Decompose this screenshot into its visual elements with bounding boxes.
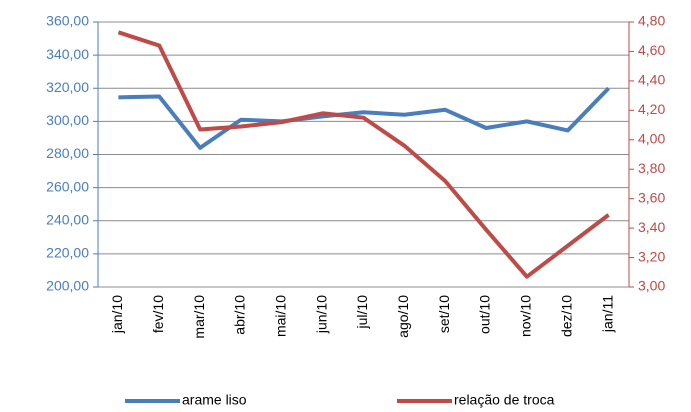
y-tick-label: 300,00 [46,112,89,128]
y2-tick-label: 3,80 [638,160,665,176]
y2-tick-label: 4,40 [638,72,665,88]
y2-tick-label: 4,60 [638,42,665,58]
y-tick-label: 260,00 [46,178,89,194]
x-tick-label: set/10 [436,295,452,333]
x-tick-label: jan/11 [599,295,615,333]
y2-tick-label: 4,20 [638,101,665,117]
x-tick-label: fev/10 [150,295,166,333]
y-tick-label: 200,00 [46,278,89,294]
x-tick-label: mar/10 [191,295,207,339]
legend-label: relação de troca [454,392,555,408]
x-tick-label: mai/10 [273,295,289,337]
y2-tick-label: 3,20 [638,248,665,264]
x-tick-label: nov/10 [518,295,534,337]
x-tick-label: jun/10 [313,295,329,334]
y-tick-label: 220,00 [46,245,89,261]
line-series [117,30,610,279]
line-series [118,86,611,150]
y2-tick-label: 4,80 [638,13,665,29]
y2-tick-label: 3,00 [638,278,665,294]
y-tick-label: 240,00 [46,211,89,227]
legend-label: arame liso [182,392,247,408]
x-tick-label: abr/10 [232,295,248,335]
x-tick-label: jan/10 [109,295,125,334]
y-tick-label: 360,00 [46,13,89,29]
x-tick-label: jul/10 [354,295,370,330]
x-tick-label: dez/10 [558,295,574,337]
y-tick-label: 320,00 [46,79,89,95]
y2-tick-label: 3,40 [638,219,665,235]
y2-tick-label: 3,60 [638,189,665,205]
y-tick-label: 340,00 [46,46,89,62]
y-tick-label: 280,00 [46,145,89,161]
x-tick-label: ago/10 [395,295,411,338]
x-tick-label: out/10 [477,295,493,334]
y2-tick-label: 4,00 [638,130,665,146]
